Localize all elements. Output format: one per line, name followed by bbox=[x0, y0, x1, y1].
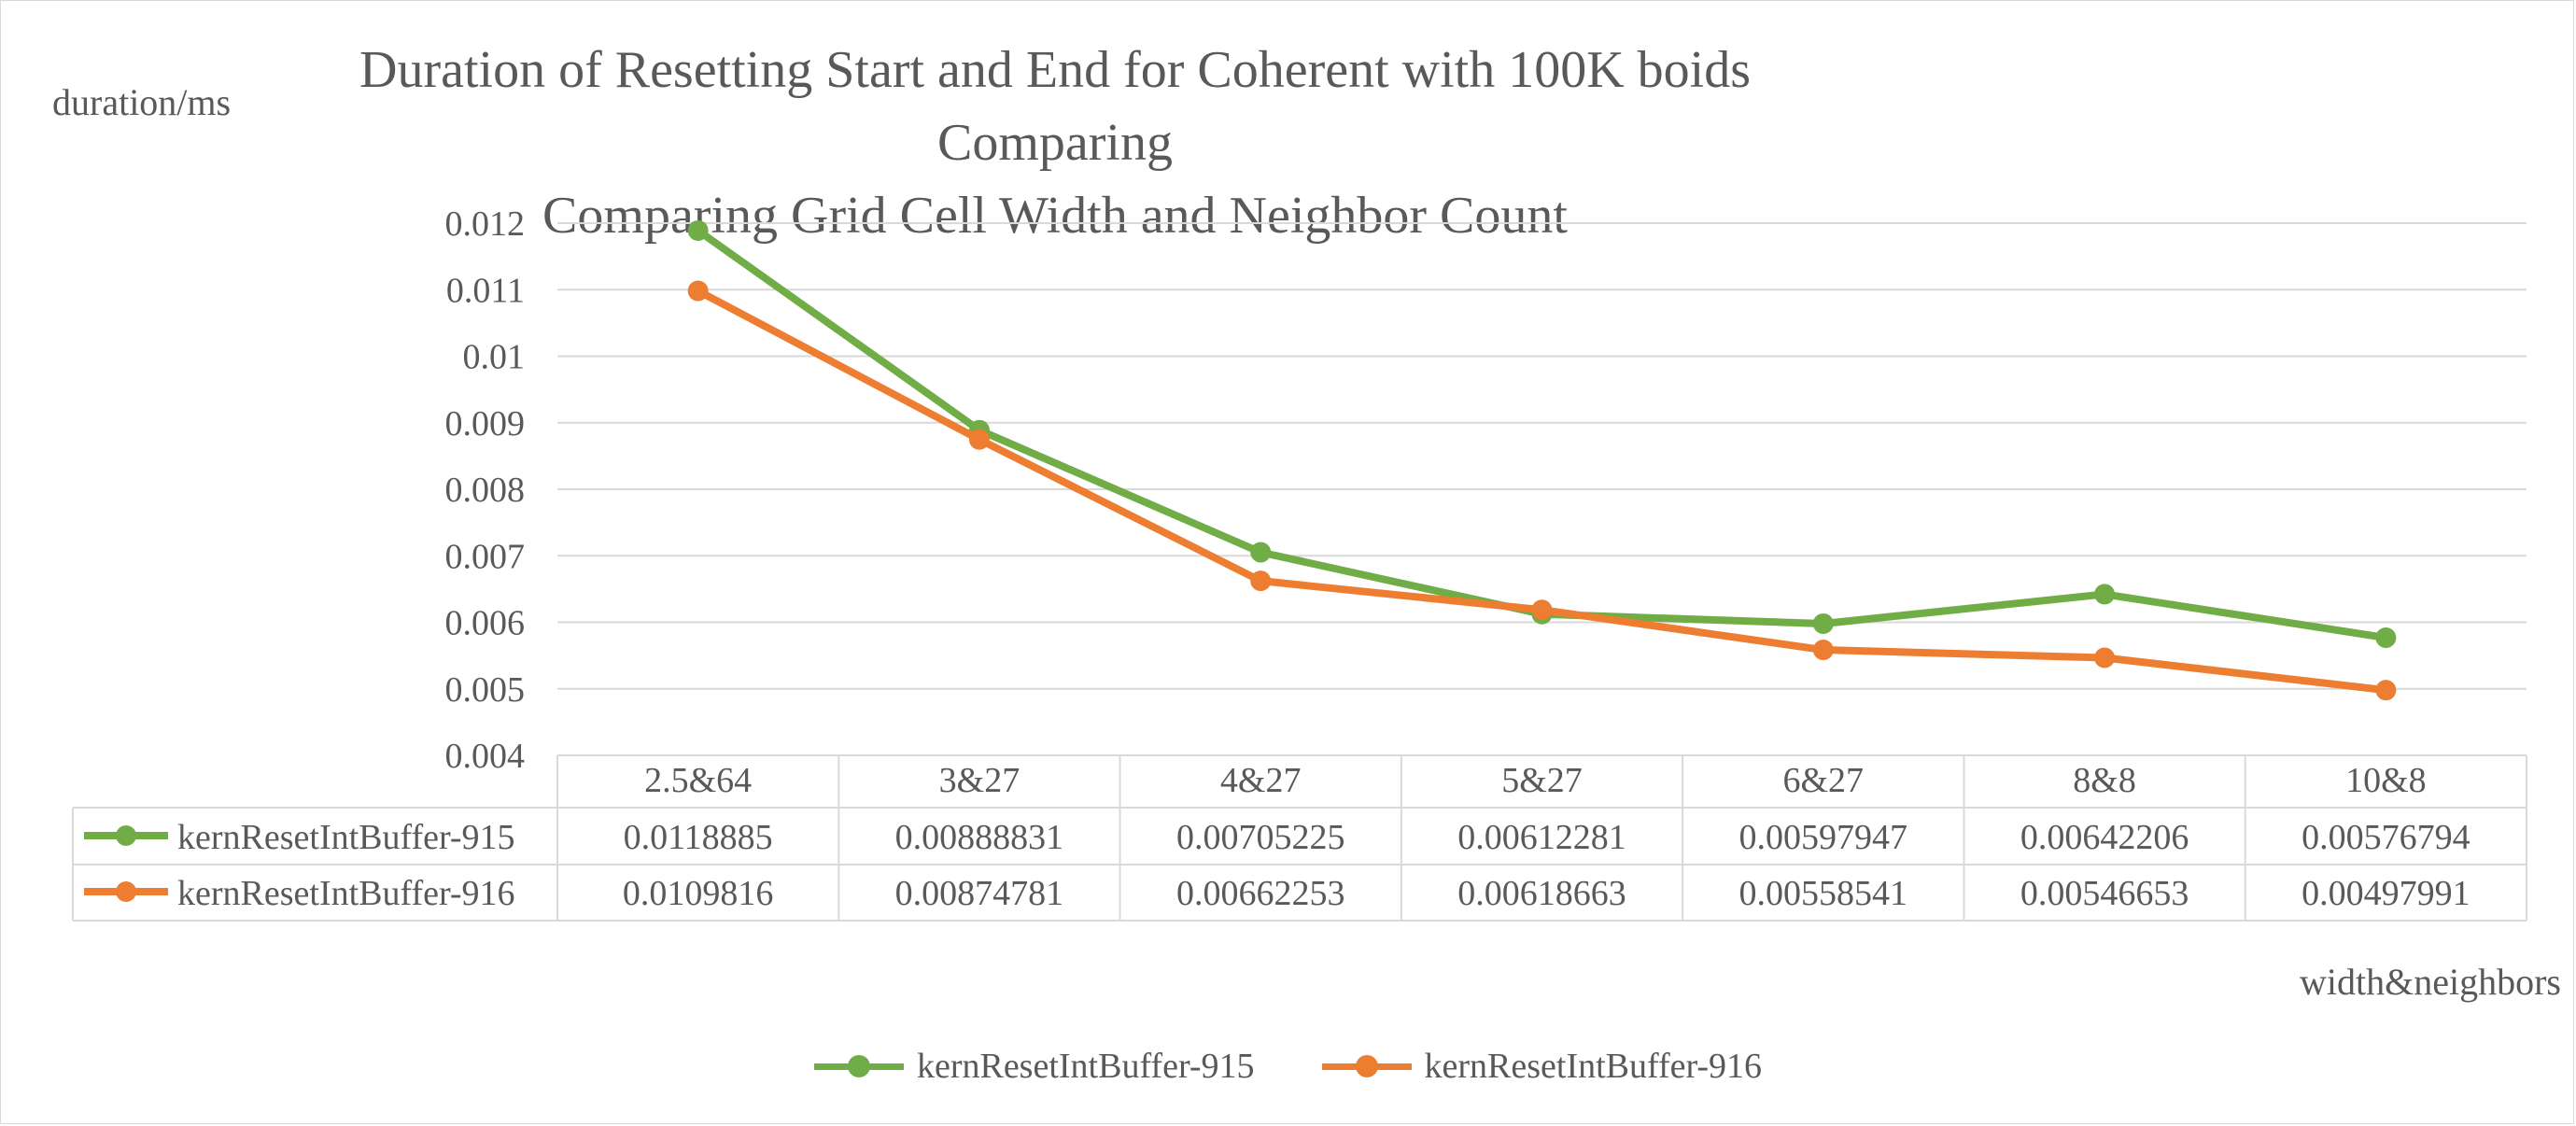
data-point bbox=[2375, 680, 2397, 701]
legend-marker-916-icon bbox=[1321, 1055, 1412, 1077]
x-category-label: 3&27 bbox=[939, 761, 1021, 800]
data-point bbox=[968, 429, 990, 450]
series-line-1 bbox=[694, 287, 2390, 695]
x-category-label: 10&8 bbox=[2345, 761, 2427, 800]
table-cell-value: 0.00612281 bbox=[1457, 818, 1626, 857]
table-cell-value: 0.00642206 bbox=[2020, 818, 2189, 857]
y-tick-label: 0.011 bbox=[446, 271, 525, 310]
data-point bbox=[1250, 570, 1272, 592]
table-cell-value: 0.00546653 bbox=[2020, 874, 2189, 913]
legend-label-915: kernResetIntBuffer-915 bbox=[916, 1047, 1255, 1086]
data-point bbox=[1250, 542, 1272, 563]
y-tick-label: 0.007 bbox=[445, 537, 526, 576]
y-tick-label: 0.005 bbox=[445, 670, 526, 710]
table-cell-value: 0.00558541 bbox=[1739, 874, 1908, 913]
data-point bbox=[1812, 640, 1834, 661]
x-axis-label: width&neighbors bbox=[2300, 961, 2561, 1003]
legend-marker-915-icon bbox=[813, 1055, 904, 1077]
data-point bbox=[2094, 584, 2116, 605]
data-point bbox=[687, 219, 709, 241]
chart-title-line-1: Duration of Resetting Start and End for … bbox=[359, 41, 1751, 172]
table-cell-value: 0.00618663 bbox=[1457, 874, 1626, 913]
series-line-0 bbox=[694, 226, 2390, 642]
table-series-name: kernResetIntBuffer-916 bbox=[177, 874, 515, 913]
table-series-name: kernResetIntBuffer-915 bbox=[177, 818, 515, 857]
table-legend-marker bbox=[116, 881, 136, 902]
y-tick-label: 0.008 bbox=[445, 471, 526, 510]
table-cell-value: 0.0118885 bbox=[624, 818, 773, 857]
x-category-label: 5&27 bbox=[1501, 761, 1583, 800]
table-cell-value: 0.00497991 bbox=[2302, 874, 2470, 913]
chart-title-line-2: Comparing Grid Cell Width and Neighbor C… bbox=[542, 187, 1568, 245]
table-cell-value: 0.00888831 bbox=[895, 818, 1064, 857]
y-axis-label: duration/ms bbox=[52, 81, 232, 123]
x-category-label: 6&27 bbox=[1783, 761, 1865, 800]
data-point bbox=[2375, 627, 2397, 649]
chart-title: Duration of Resetting Start and End for … bbox=[280, 34, 1830, 252]
legend-label-916: kernResetIntBuffer-916 bbox=[1424, 1047, 1763, 1086]
table-cell-value: 0.00597947 bbox=[1739, 818, 1908, 857]
data-point bbox=[687, 280, 709, 302]
y-tick-label: 0.009 bbox=[445, 404, 526, 443]
data-point bbox=[1812, 612, 1834, 634]
y-tick-label: 0.006 bbox=[445, 604, 526, 643]
y-tick-label: 0.004 bbox=[445, 737, 526, 776]
x-category-label: 8&8 bbox=[2073, 761, 2136, 800]
table-cell-value: 0.00874781 bbox=[895, 874, 1064, 913]
legend: kernResetIntBuffer-915 kernResetIntBuffe… bbox=[0, 1038, 2576, 1094]
legend-item-916: kernResetIntBuffer-916 bbox=[1321, 1046, 1763, 1087]
y-tick-label: 0.01 bbox=[463, 338, 526, 377]
legend-item-915: kernResetIntBuffer-915 bbox=[813, 1046, 1255, 1087]
x-category-label: 4&27 bbox=[1220, 761, 1302, 800]
table-cell-value: 0.0109816 bbox=[623, 874, 774, 913]
table-cell-value: 0.00576794 bbox=[2302, 818, 2470, 857]
table-cell-value: 0.00662253 bbox=[1176, 874, 1345, 913]
x-category-label: 2.5&64 bbox=[644, 761, 752, 800]
y-tick-label: 0.012 bbox=[445, 204, 526, 244]
table-cell-value: 0.00705225 bbox=[1176, 818, 1345, 857]
data-point bbox=[2094, 647, 2116, 669]
data-point bbox=[1531, 599, 1553, 621]
table-legend-marker bbox=[116, 825, 136, 846]
